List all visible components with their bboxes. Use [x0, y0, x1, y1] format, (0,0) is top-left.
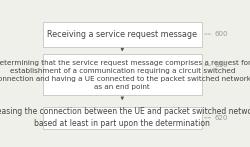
Text: 600: 600	[214, 31, 228, 37]
Text: 620: 620	[214, 115, 228, 121]
Bar	[43, 22, 202, 46]
Text: Receiving a service request message: Receiving a service request message	[47, 30, 197, 39]
Text: Determining that the service request message comprises a request for
establishme: Determining that the service request mes…	[0, 60, 250, 90]
Text: Releasing the connection between the UE and packet switched network
based at lea: Releasing the connection between the UE …	[0, 107, 250, 128]
Text: 610: 610	[214, 62, 228, 68]
Bar	[43, 107, 202, 129]
Bar	[43, 54, 202, 95]
